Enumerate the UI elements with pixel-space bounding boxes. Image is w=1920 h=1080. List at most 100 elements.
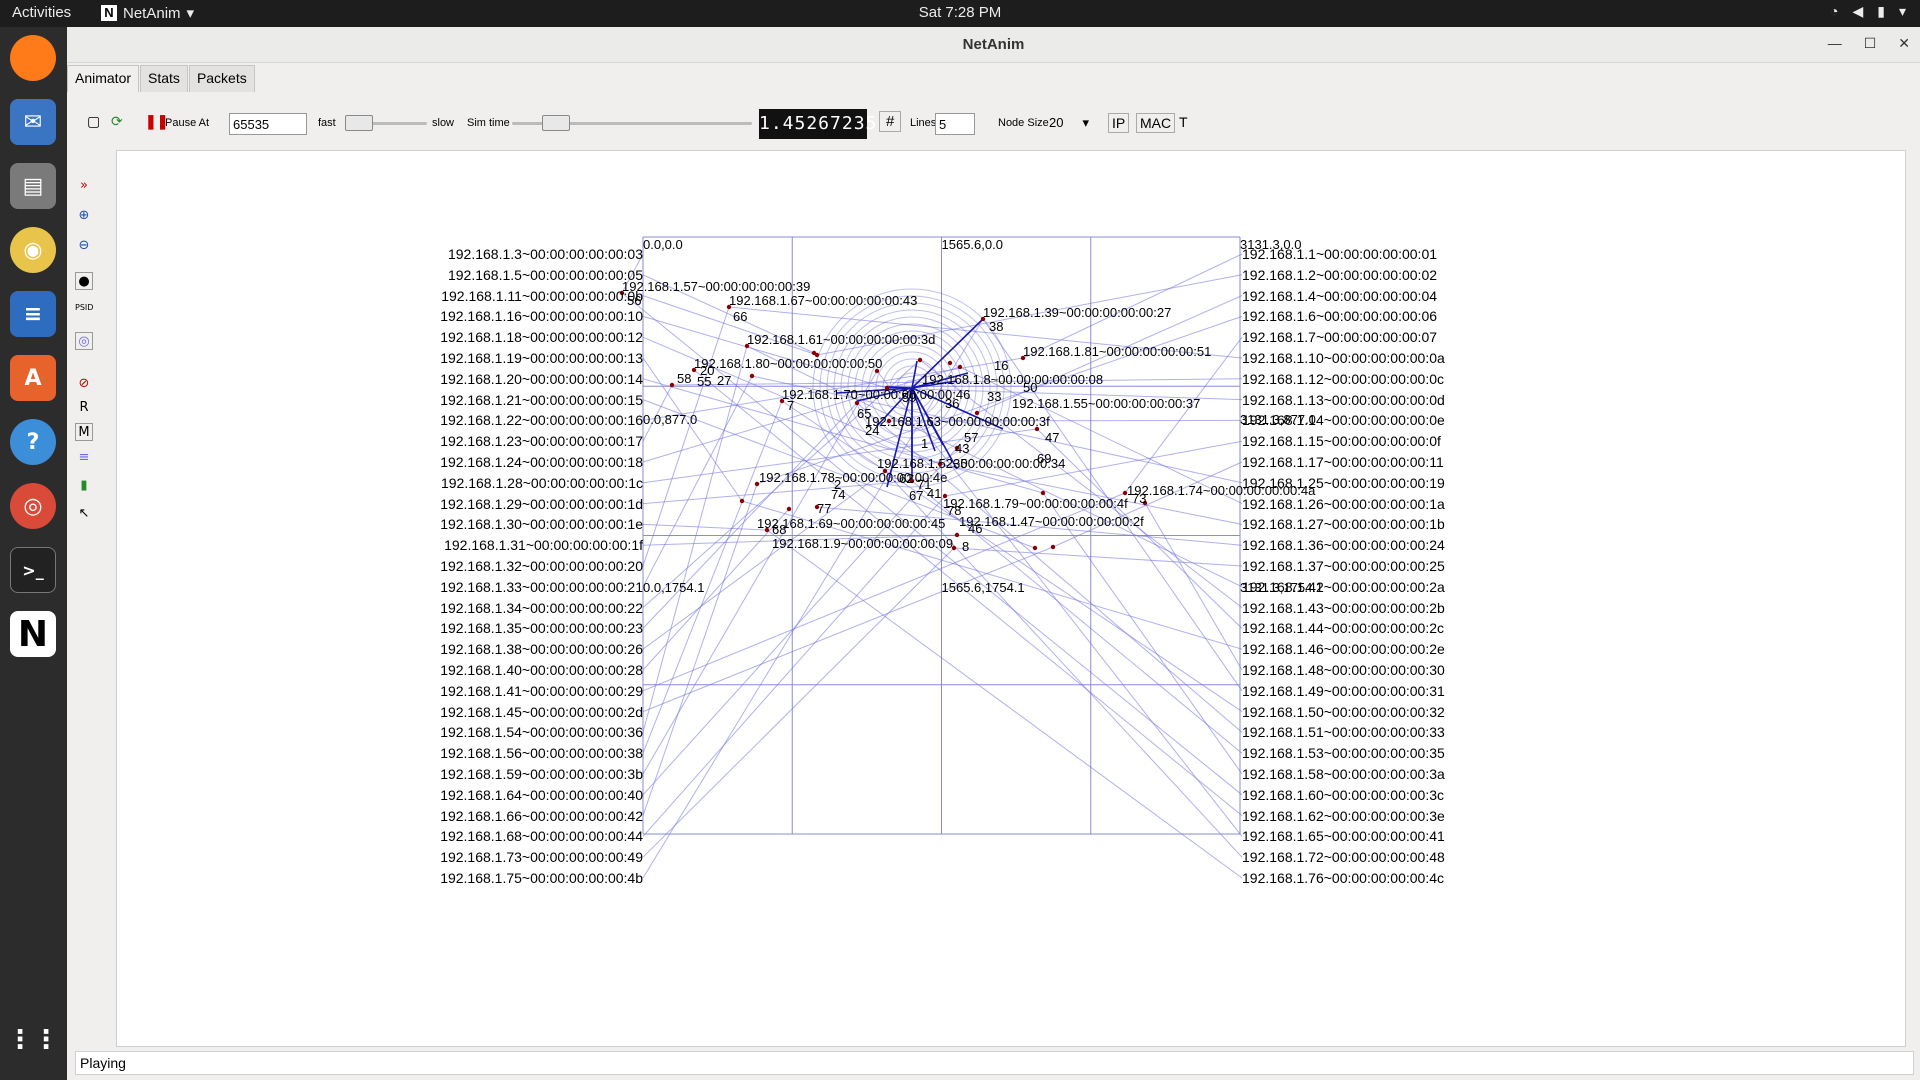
node-label-left: 192.168.1.29~00:00:00:00:00:1d	[440, 495, 643, 512]
thunderbird-icon[interactable]: ✉	[10, 99, 56, 145]
netanim-dock-icon[interactable]: N	[10, 611, 56, 657]
netanim-window: NetAnim — ☐ ✕ Animator Stats Packets ▢ ⟳…	[67, 27, 1920, 1080]
node-size-select[interactable]: 20 ▾	[1045, 113, 1093, 135]
app-menu[interactable]: N NetAnim ▾	[101, 4, 194, 22]
grid-coordinate-label: 0.0,1754.1	[643, 580, 705, 596]
show-ip-button[interactable]: IP	[1108, 113, 1130, 133]
tab-bar: Animator Stats Packets	[67, 65, 256, 92]
grid-toggle-button[interactable]: #	[879, 111, 902, 132]
node-id-label: 57	[964, 430, 979, 445]
system-tray[interactable]: ◔ ◀ ▮ ▾	[1830, 3, 1906, 20]
pointer-icon[interactable]: ↖	[78, 506, 90, 521]
link-line	[642, 336, 941, 465]
chevron-down-icon: ▾	[1082, 115, 1089, 130]
node-id-label: 41	[927, 486, 942, 501]
node-label-right: 192.168.1.58~00:00:00:00:00:3a	[1242, 766, 1445, 782]
trajectory-button[interactable]: T	[1179, 114, 1188, 130]
activities-button[interactable]: Activities	[12, 4, 72, 21]
node-label-left: 192.168.1.35~00:00:00:00:00:23	[440, 620, 643, 637]
node-dot	[884, 385, 890, 391]
show-apps-icon[interactable]: ⋮⋮	[7, 1025, 59, 1055]
animation-canvas[interactable]: 192.168.1.3~00:00:00:00:00:03 192.168.1.5…	[116, 150, 1906, 1047]
node-canvas-label: 192.168.1.74~00:00:00:00:00:4a	[1127, 483, 1316, 498]
node-canvas-label: 192.168.1.70~00:00:00:00:00:46	[782, 387, 971, 402]
tab-stats[interactable]: Stats	[140, 65, 188, 92]
node-canvas-label: 192.168.1.79~00:00:00:00:00:4f	[943, 496, 1128, 511]
node-label-right: 192.168.1.49~00:00:00:00:00:31	[1242, 682, 1445, 699]
node-label-right: 192.168.1.17~00:00:00:00:00:11	[1242, 454, 1444, 470]
firefox-icon[interactable]	[10, 35, 56, 81]
node-label-left: 192.168.1.11~00:00:00:00:00:0b	[441, 287, 643, 304]
files-icon[interactable]: ▤	[10, 163, 56, 209]
tab-animator[interactable]: Animator	[67, 65, 140, 92]
node-dot	[1040, 490, 1046, 496]
help-icon[interactable]: ?	[10, 419, 56, 465]
link-line	[1144, 502, 1243, 671]
node-canvas-label: 192.168.1.63~00:00:00:00:00:3f	[865, 414, 1050, 429]
pause-at-input[interactable]	[229, 113, 307, 135]
node-label-left: 192.168.1.34~00:00:00:00:00:22	[440, 599, 643, 616]
zoom-out-icon[interactable]: ⊖	[78, 238, 90, 253]
link-line	[642, 400, 783, 754]
reset-button[interactable]: R	[79, 400, 89, 415]
link-line	[1022, 253, 1243, 359]
battery-level-icon[interactable]: ▮	[80, 478, 88, 493]
node-label-left: 192.168.1.22~00:00:00:00:00:16	[440, 412, 643, 429]
node-id-label: 78	[947, 503, 962, 518]
pause-icon[interactable]: ❚❚	[145, 113, 169, 129]
node-canvas-label: 192.168.1.81~00:00:00:00:00:51	[1023, 344, 1212, 359]
node-label-right: 192.168.1.44~00:00:00:00:00:2c	[1242, 620, 1445, 637]
animator-toolbar: ▢ ⟳ ❚❚ Pause At fast slow Sim time 1.452…	[67, 101, 1920, 147]
link-line	[642, 470, 886, 650]
link-line	[1124, 336, 1243, 494]
link-line	[642, 375, 753, 588]
close-icon[interactable]: ✕	[1898, 35, 1910, 51]
node-dot	[1032, 545, 1038, 551]
zoom-in-icon[interactable]: ⊕	[78, 208, 90, 223]
sim-time-slider[interactable]	[512, 115, 752, 131]
stop-icon[interactable]: ⊘	[78, 376, 90, 391]
node-label-left: 192.168.1.30~00:00:00:00:00:1e	[440, 516, 643, 533]
grid-coordinate-label: 3131.3,877.0	[1240, 411, 1316, 427]
link-line	[642, 306, 730, 567]
maximize-icon[interactable]: ☐	[1863, 35, 1877, 51]
status-bar: Playing	[67, 1047, 1920, 1080]
show-mac-button[interactable]: MAC	[1136, 113, 1176, 133]
mobility-button[interactable]: M	[75, 423, 93, 441]
speed-slider[interactable]	[345, 115, 427, 131]
chrome-icon[interactable]: ◎	[10, 483, 56, 529]
node-dot	[947, 360, 953, 366]
link-line	[746, 345, 1243, 588]
link-line	[642, 428, 1038, 484]
open-file-icon[interactable]: ▢	[87, 113, 101, 129]
node-label-right: 192.168.1.26~00:00:00:00:00:1a	[1242, 495, 1445, 512]
node-label-right: 192.168.1.27~00:00:00:00:00:1b	[1242, 516, 1445, 533]
rhythmbox-icon[interactable]: ◉	[10, 227, 56, 273]
node-dot	[874, 368, 880, 374]
chevron-right-icon[interactable]: »	[80, 178, 88, 193]
terminal-icon[interactable]: >_	[10, 547, 56, 593]
system-top-bar: Activities N NetAnim ▾ Sat 7:28 PM ◔ ◀ ▮…	[0, 0, 1920, 27]
software-center-icon[interactable]: A	[10, 355, 56, 401]
link-line	[756, 315, 1243, 485]
psid-icon[interactable]: PSID	[75, 303, 94, 312]
lines-spinbox[interactable]	[935, 113, 975, 135]
minimize-icon[interactable]: —	[1827, 35, 1842, 51]
node-id-label: 66	[733, 309, 748, 324]
link-line	[741, 500, 1243, 650]
node-id-icon[interactable]: ●	[75, 272, 93, 290]
writer-icon[interactable]: ≡	[10, 291, 56, 337]
reload-icon[interactable]: ⟳	[111, 113, 123, 129]
node-label-right: 192.168.1.36~00:00:00:00:00:24	[1242, 537, 1445, 554]
node-canvas-label: 192.168.1.57~00:00:00:00:00:39	[622, 279, 811, 294]
node-canvas-label: 192.168.1.69~00:00:00:00:00:45	[757, 516, 946, 531]
wireless-circles-icon[interactable]: ◎	[75, 332, 93, 350]
node-id-label: 67	[909, 488, 924, 503]
node-dot	[1020, 355, 1026, 361]
clock[interactable]: Sat 7:28 PM	[918, 4, 1002, 21]
tab-packets[interactable]: Packets	[188, 65, 255, 92]
link-line	[621, 253, 644, 294]
link-line	[642, 315, 888, 389]
lines-icon[interactable]: ≡	[78, 450, 90, 465]
node-dot	[957, 364, 963, 370]
